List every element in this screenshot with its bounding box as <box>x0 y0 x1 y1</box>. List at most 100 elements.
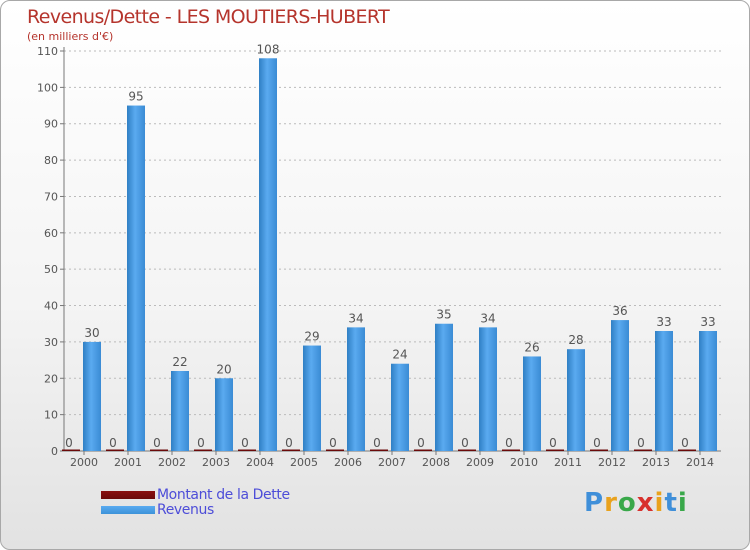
legend-swatch-dette <box>101 490 155 499</box>
bar-revenus-2009 <box>479 327 497 451</box>
proxiti-logo: Proxiti <box>584 488 688 518</box>
data-label-revenus-2014: 33 <box>700 315 715 329</box>
data-label-revenus-2003: 20 <box>216 362 231 376</box>
bar-revenus-2002 <box>171 371 189 451</box>
data-label-dette-2004: 0 <box>241 436 249 450</box>
data-label-revenus-2002: 22 <box>172 355 187 369</box>
x-tick-label-2008: 2008 <box>422 456 450 469</box>
bar-dette-2008 <box>414 449 432 451</box>
data-label-revenus-2005: 29 <box>304 330 319 344</box>
logo-letter-0: P <box>584 488 605 518</box>
bar-revenus-2001 <box>127 105 145 451</box>
legend-swatch-revenus <box>101 505 155 514</box>
x-tick-label-2003: 2003 <box>202 456 230 469</box>
bar-revenus-2007 <box>391 363 409 451</box>
data-label-dette-2014: 0 <box>681 436 689 450</box>
logo-letter-2: o <box>617 488 637 518</box>
y-tick-label-20: 20 <box>44 372 58 385</box>
bar-dette-2002 <box>150 449 168 451</box>
data-label-revenus-2008: 35 <box>436 308 451 322</box>
bar-dette-2001 <box>106 449 124 451</box>
bar-dette-2014 <box>678 449 696 451</box>
y-tick-label-30: 30 <box>44 336 58 349</box>
data-label-revenus-2004: 108 <box>257 42 280 56</box>
bar-revenus-2005 <box>303 345 321 451</box>
bar-revenus-2010 <box>523 356 541 451</box>
data-label-revenus-2006: 34 <box>348 311 363 325</box>
x-tick-label-2010: 2010 <box>510 456 538 469</box>
chart-subtitle: (en milliers d'€) <box>27 30 114 43</box>
x-tick-label-2013: 2013 <box>642 456 670 469</box>
legend-item-revenus: Revenus <box>101 501 290 518</box>
y-tick-label-110: 110 <box>37 45 58 58</box>
x-tick-label-2014: 2014 <box>686 456 714 469</box>
bar-dette-2009 <box>458 449 476 451</box>
bar-dette-2012 <box>590 449 608 451</box>
bar-dette-2007 <box>370 449 388 451</box>
bar-revenus-2008 <box>435 323 453 451</box>
bar-revenus-2014 <box>699 331 717 451</box>
data-label-dette-2000: 0 <box>65 436 73 450</box>
legend-label-revenus: Revenus <box>157 501 214 518</box>
x-tick-label-2009: 2009 <box>466 456 494 469</box>
data-label-dette-2005: 0 <box>285 436 293 450</box>
logo-letter-5: t <box>664 488 678 518</box>
bar-revenus-2004 <box>259 58 277 451</box>
bar-dette-2000 <box>62 449 80 451</box>
data-label-dette-2011: 0 <box>549 436 557 450</box>
bar-revenus-2003 <box>215 378 233 451</box>
x-tick-label-2005: 2005 <box>290 456 318 469</box>
x-tick-label-2002: 2002 <box>158 456 186 469</box>
logo-letter-4: i <box>654 488 665 518</box>
bar-dette-2003 <box>194 449 212 451</box>
data-label-dette-2009: 0 <box>461 436 469 450</box>
bar-dette-2010 <box>502 449 520 451</box>
data-label-dette-2010: 0 <box>505 436 513 450</box>
legend-label-dette: Montant de la Dette <box>157 486 290 503</box>
y-tick-label-0: 0 <box>51 445 58 458</box>
data-label-dette-2013: 0 <box>637 436 645 450</box>
bar-dette-2006 <box>326 449 344 451</box>
legend: Montant de la Dette Revenus <box>101 486 290 518</box>
y-tick-label-60: 60 <box>44 227 58 240</box>
data-label-revenus-2013: 33 <box>656 315 671 329</box>
data-label-revenus-2012: 36 <box>612 304 627 318</box>
bar-revenus-2006 <box>347 327 365 451</box>
data-label-revenus-2009: 34 <box>480 311 495 325</box>
x-tick-label-2001: 2001 <box>114 456 142 469</box>
x-tick-label-2007: 2007 <box>378 456 406 469</box>
data-label-dette-2002: 0 <box>153 436 161 450</box>
y-tick-label-70: 70 <box>44 190 58 203</box>
bar-dette-2005 <box>282 449 300 451</box>
bar-revenus-2011 <box>567 349 585 451</box>
bar-revenus-2000 <box>83 341 101 451</box>
x-tick-label-2012: 2012 <box>598 456 626 469</box>
data-label-dette-2001: 0 <box>109 436 117 450</box>
data-label-revenus-2011: 28 <box>568 333 583 347</box>
y-tick-label-40: 40 <box>44 300 58 313</box>
x-tick-label-2004: 2004 <box>246 456 274 469</box>
data-label-dette-2006: 0 <box>329 436 337 450</box>
bar-revenus-2013 <box>655 331 673 451</box>
bar-dette-2013 <box>634 449 652 451</box>
data-label-dette-2003: 0 <box>197 436 205 450</box>
y-tick-label-90: 90 <box>44 118 58 131</box>
data-label-dette-2008: 0 <box>417 436 425 450</box>
data-label-revenus-2007: 24 <box>392 348 407 362</box>
data-label-revenus-2000: 30 <box>84 326 99 340</box>
chart-title: Revenus/Dette - LES MOUTIERS-HUBERT <box>27 6 390 28</box>
data-label-dette-2007: 0 <box>373 436 381 450</box>
y-tick-label-80: 80 <box>44 154 58 167</box>
x-tick-label-2011: 2011 <box>554 456 582 469</box>
data-label-revenus-2001: 95 <box>128 90 143 104</box>
logo-letter-3: x <box>636 488 655 518</box>
bar-revenus-2012 <box>611 320 629 451</box>
bar-dette-2011 <box>546 449 564 451</box>
x-tick-label-2000: 2000 <box>70 456 98 469</box>
logo-letter-1: r <box>604 488 618 518</box>
bar-dette-2004 <box>238 449 256 451</box>
y-tick-label-50: 50 <box>44 263 58 276</box>
y-tick-label-100: 100 <box>37 81 58 94</box>
